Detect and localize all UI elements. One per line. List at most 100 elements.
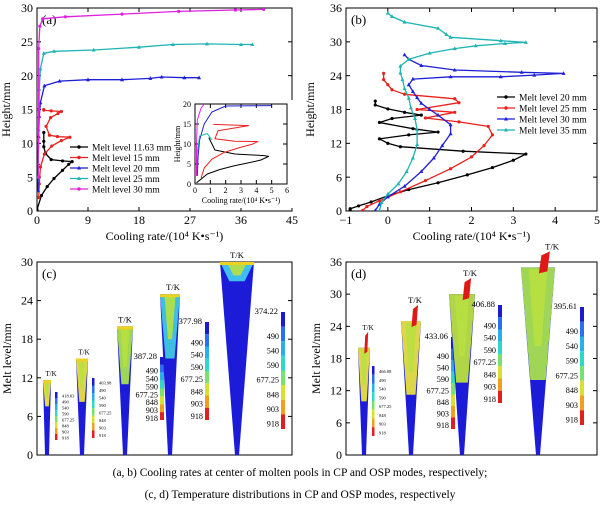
scale-value: 418.03 [62, 394, 75, 399]
y-tick-label: 10 [21, 137, 33, 151]
series-line [37, 8, 264, 178]
data-point [57, 78, 62, 83]
colorbar-segment [281, 341, 285, 356]
scale-value: 466.08 [379, 369, 392, 374]
data-point [262, 8, 266, 11]
scale-value: 490 [437, 352, 449, 361]
data-point [490, 133, 495, 137]
scale-value: 590 [484, 346, 496, 355]
data-point [373, 208, 377, 211]
colorbar-segment [160, 380, 164, 389]
data-point [233, 8, 237, 12]
data-point [390, 116, 394, 121]
pool-mid-zone [528, 269, 548, 347]
data-point [406, 82, 411, 87]
y-tick-label: 5 [27, 170, 33, 184]
colorbar-segment [580, 366, 584, 381]
data-point [431, 155, 436, 160]
colorbar-segment [281, 312, 285, 327]
colorbar-segment [451, 371, 455, 383]
y-tick-label: 24 [330, 319, 342, 333]
scale-value: 590 [566, 357, 578, 366]
scale-value: 677.25 [62, 418, 75, 423]
colorbar-segment [281, 399, 285, 415]
series-line [196, 133, 213, 177]
scale-value: 848 [99, 418, 107, 423]
pool-mid-zone [360, 349, 368, 386]
data-point [37, 195, 41, 200]
scale-value: 540 [146, 375, 158, 384]
scale-top-value: 395.61 [554, 301, 577, 311]
scale-value: 918 [62, 436, 70, 441]
data-point [386, 107, 390, 111]
colorbar-segment [498, 329, 502, 342]
colorbar-segment [160, 412, 164, 420]
scale-value: 490 [484, 321, 496, 330]
pool-hot-zone [364, 331, 369, 354]
data-point [373, 99, 377, 103]
x-tick-label: 0 [193, 186, 197, 195]
scale-value: 903 [484, 383, 496, 392]
data-point [56, 111, 60, 116]
data-point [436, 130, 440, 134]
data-point [423, 178, 428, 183]
data-point [68, 135, 72, 139]
data-point [457, 120, 461, 124]
y-tick-label: 25 [21, 35, 33, 49]
scale-value: 848 [566, 386, 578, 395]
panel-label: (c) [42, 266, 56, 281]
data-point [436, 26, 441, 30]
colorbar-segment [498, 341, 502, 354]
y-tick-label: 12 [21, 371, 33, 385]
y-tick-label: 15 [21, 103, 33, 117]
scale-value: 903 [437, 410, 449, 419]
x-tick-label: 4 [552, 213, 558, 227]
data-point [55, 134, 60, 139]
unit-label: T/K [118, 314, 133, 324]
data-point [444, 32, 449, 37]
unit-label: T/K [230, 250, 245, 260]
data-point [60, 159, 65, 163]
scale-value: 677.25 [555, 371, 578, 380]
scale-value: 540 [437, 364, 449, 373]
colorbar-segment [372, 392, 375, 401]
scale-value: 918 [191, 412, 203, 421]
y-tick-label: 12 [330, 384, 342, 398]
data-point [436, 112, 441, 117]
series-group [196, 104, 272, 184]
legend-marker [77, 187, 81, 191]
data-point [402, 110, 407, 114]
unit-label: T/K [78, 349, 89, 357]
colorbar-segment [55, 428, 58, 434]
data-point [524, 152, 528, 156]
x-tick-label: 2 [224, 186, 228, 195]
colorbar-segment [55, 398, 58, 404]
colorbar-segment [205, 358, 209, 371]
data-point [356, 204, 361, 208]
scale-value: 490 [379, 378, 387, 383]
data-point [461, 149, 465, 153]
data-point [419, 169, 424, 174]
scale-value: 490 [62, 400, 70, 405]
data-point [402, 52, 407, 57]
x-tick-label: 6 [285, 186, 289, 195]
data-point [427, 107, 432, 111]
colorbar-segment [281, 370, 285, 386]
data-point [377, 137, 382, 141]
scale-value: 677.25 [180, 375, 203, 384]
data-point [382, 71, 386, 76]
x-tick-label: 36 [235, 213, 247, 227]
data-point [373, 103, 377, 107]
colorbar-segment [92, 400, 95, 408]
data-point [453, 110, 457, 114]
pool-mid-zone [78, 360, 86, 389]
data-point [120, 77, 124, 82]
colorbar-segment [55, 410, 58, 416]
y-tick-label: 30 [21, 255, 33, 269]
unit-label: T/K [545, 241, 560, 251]
y-tick-label: 6 [27, 409, 33, 423]
colorbar-segment [281, 355, 285, 371]
legend-label: Melt level 25 mm [519, 104, 587, 114]
data-point [171, 42, 175, 47]
